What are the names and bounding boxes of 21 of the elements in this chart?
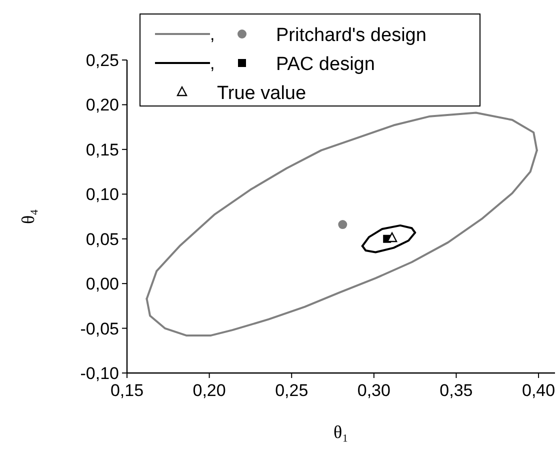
y-tick-label: 0,20 <box>86 96 119 115</box>
legend-label: Pritchard's design <box>276 25 426 46</box>
y-axis-title: θ₄ <box>18 209 38 224</box>
x-tick-label: 0,15 <box>110 381 144 400</box>
y-tick-label: -0,10 <box>80 364 119 383</box>
x-tick-label: 0,25 <box>275 381 308 400</box>
x-tick-label: 0,40 <box>522 381 556 400</box>
y-tick-label: 0,05 <box>86 230 119 249</box>
x-tick-label: 0,35 <box>440 381 473 400</box>
annotation: , <box>210 54 215 73</box>
x-tick-label: 0,20 <box>192 381 226 400</box>
x-axis-title: θ₁ <box>334 422 348 442</box>
text: , <box>210 25 215 44</box>
legend-label: True value <box>217 83 306 104</box>
legend-label: PAC design <box>276 54 375 75</box>
y-tick-label: 0,10 <box>86 185 119 204</box>
x-tick-label: 0,30 <box>357 381 390 400</box>
y-tick-label: 0,15 <box>86 140 119 160</box>
y-tick-label: -0,05 <box>80 319 119 338</box>
y-tick-label: 0,00 <box>86 274 119 294</box>
y-tick-label: 0,25 <box>86 51 119 70</box>
